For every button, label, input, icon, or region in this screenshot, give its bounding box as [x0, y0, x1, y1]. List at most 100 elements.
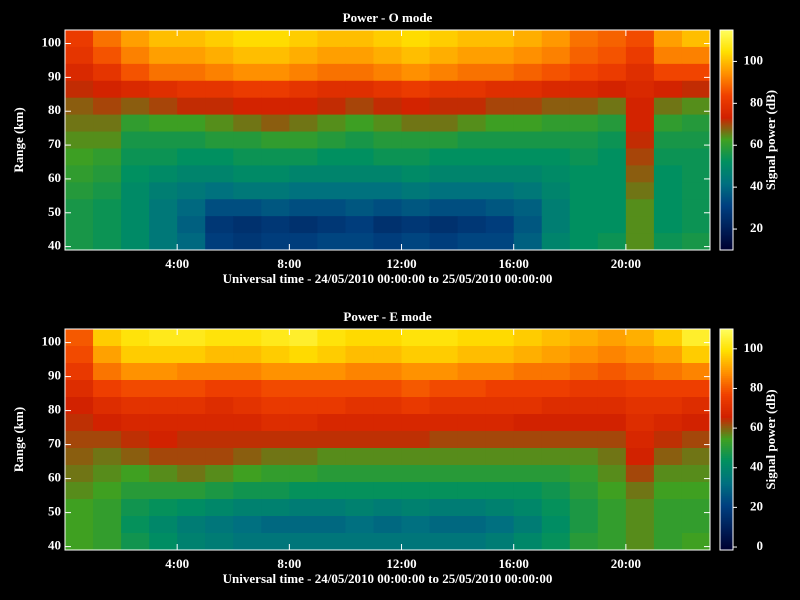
heatmap-cell [513, 499, 543, 517]
colorbar-step [720, 349, 733, 352]
x-tick-label: 20:00 [611, 556, 641, 571]
plot-frame [64, 328, 711, 551]
heatmap-cell [625, 80, 655, 99]
heatmap-cell [569, 165, 599, 183]
heatmap-cell [373, 30, 403, 48]
colorbar-step [720, 487, 733, 491]
heatmap-cell [65, 414, 94, 432]
colorbar-step [720, 82, 733, 85]
colorbar-step [720, 329, 733, 332]
heatmap-cell [233, 516, 262, 534]
heatmap-cell [681, 114, 711, 133]
heatmap-cell [485, 397, 515, 415]
heatmap-cell [345, 148, 374, 166]
heatmap-cell [653, 329, 683, 347]
heatmap-cell [513, 346, 543, 364]
x-axis-label: Universal time - 24/05/2010 00:00:00 to … [223, 571, 553, 586]
colorbar-step [720, 493, 733, 497]
colorbar-step [720, 136, 733, 139]
heatmap-cell [429, 533, 459, 551]
heatmap-cell [681, 97, 711, 116]
heatmap-cell [93, 465, 122, 483]
heatmap-cell [513, 46, 543, 65]
plot-frame [64, 29, 711, 251]
heatmap-cell [597, 482, 627, 500]
colorbar-step [720, 485, 733, 489]
colorbar-step [720, 431, 733, 435]
colorbar-step [720, 545, 733, 549]
heatmap-cell [149, 516, 178, 534]
heatmap-cell [205, 30, 234, 48]
heatmap-cell [513, 97, 543, 116]
colorbar-step [720, 248, 733, 251]
heatmap-cell [261, 363, 290, 381]
heatmap-cell [681, 329, 711, 347]
heatmap-cell [513, 516, 543, 534]
colorbar-step [720, 144, 733, 147]
heatmap-cell [373, 448, 403, 466]
heatmap-cell [597, 148, 627, 166]
heatmap-cell [653, 431, 683, 449]
heatmap-cell [485, 482, 515, 500]
y-tick-label: 50 [48, 504, 61, 519]
heatmap-cell [429, 380, 459, 398]
heatmap-cell [345, 533, 374, 551]
colorbar-step [720, 335, 733, 338]
heatmap-cell [485, 414, 515, 432]
colorbar-step [720, 517, 733, 521]
colorbar-step [720, 433, 733, 437]
heatmap-cell [93, 346, 122, 364]
colorbar-step [720, 210, 733, 213]
heatmap-cell [541, 80, 571, 99]
heatmap-cell [625, 516, 655, 534]
heatmap-cell [121, 397, 150, 415]
heatmap-cell [205, 182, 234, 200]
heatmap-cell [177, 329, 206, 347]
heatmap-cell [429, 363, 459, 381]
heatmap-cell [541, 380, 571, 398]
heatmap-cell [653, 533, 683, 551]
heatmap-cell [177, 448, 206, 466]
heatmap-cell [65, 80, 94, 99]
colorbar-step [720, 134, 733, 137]
heatmap-cell [317, 482, 346, 500]
heatmap-cell [401, 131, 431, 149]
colorbar-step [720, 437, 733, 441]
heatmap-cell [177, 63, 206, 82]
heatmap-cell [429, 216, 459, 234]
heatmap-cell [233, 363, 262, 381]
colorbar-step [720, 76, 733, 79]
heatmap-cell [429, 482, 459, 500]
heatmap-cell [149, 465, 178, 483]
heatmap-cell [233, 199, 262, 217]
heatmap-cell [65, 233, 94, 251]
colorbar-step [720, 535, 733, 539]
heatmap-cell [401, 431, 431, 449]
heatmap-cell [457, 199, 487, 217]
colorbar-step [720, 34, 733, 37]
heatmap-cell [373, 482, 403, 500]
heatmap-cell [205, 216, 234, 234]
heatmap-cell [289, 148, 318, 166]
heatmap-cell [625, 97, 655, 116]
colorbar-step [720, 242, 733, 245]
heatmap-cell [485, 346, 515, 364]
heatmap-cell [149, 397, 178, 415]
colorbar-step [720, 451, 733, 455]
heatmap-cell [541, 346, 571, 364]
heatmap-cell [317, 80, 346, 99]
heatmap-cell [317, 499, 346, 517]
heatmap-cell [205, 131, 234, 149]
heatmap-cell [233, 346, 262, 364]
heatmap-cell [597, 216, 627, 234]
colorbar-step [720, 339, 733, 342]
heatmap-cell [457, 363, 487, 381]
heatmap-cell [429, 448, 459, 466]
heatmap-cell [205, 414, 234, 432]
heatmap-cell [317, 516, 346, 534]
heatmap-cell [233, 182, 262, 200]
heatmap-cell [429, 516, 459, 534]
heatmap-cell [205, 465, 234, 483]
heatmap-cell [289, 482, 318, 500]
heatmap-cell [205, 46, 234, 65]
